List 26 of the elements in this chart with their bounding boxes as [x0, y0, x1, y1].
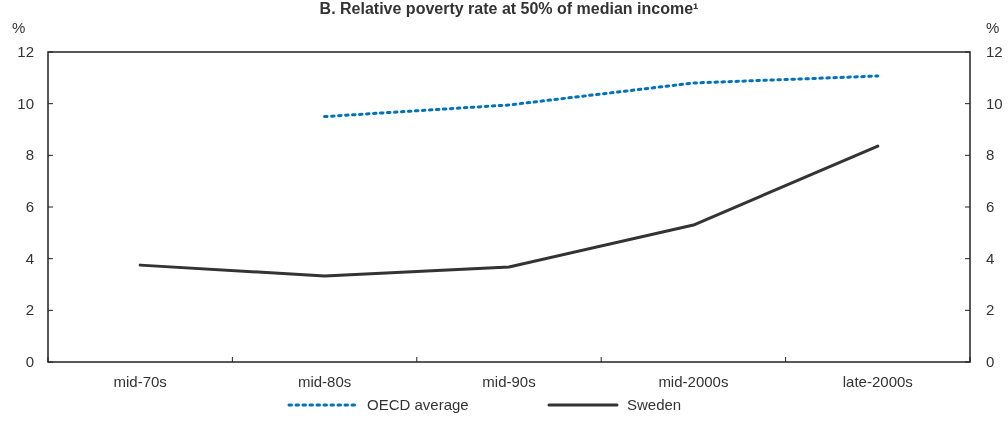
y2-tick-label: 8	[986, 146, 995, 164]
x-tick-label: mid-70s	[113, 373, 167, 390]
y-tick-label: 8	[25, 146, 34, 164]
line-series	[138, 144, 880, 278]
y-tick-label: 0	[25, 353, 34, 370]
legend-label: OECD average	[367, 396, 469, 413]
y2-tick-label: 12	[986, 43, 1003, 60]
y-tick-label: 2	[25, 301, 34, 319]
x-tick-label: mid-2000s	[658, 373, 729, 390]
y2-axis-title: %	[986, 19, 1000, 36]
line-series	[323, 74, 880, 119]
y2-tick-label: 0	[986, 353, 995, 370]
y-tick-label: 6	[25, 198, 34, 215]
legend-label: Sweden	[627, 396, 682, 413]
x-tick-label: mid-80s	[297, 373, 352, 390]
y2-tick-label: 4	[986, 249, 995, 267]
y2-tick-label: 2	[986, 301, 995, 319]
y-tick-label: 10	[17, 94, 34, 112]
y-tick-label: 4	[25, 249, 34, 267]
x-tick-label: late-2000s	[842, 373, 913, 390]
y2-tick-label: 10	[986, 94, 1003, 112]
y-axis-title: %	[12, 19, 26, 36]
chart-title: B. Relative poverty rate at 50% of median income¹	[319, 0, 699, 17]
y-tick-label: 12	[17, 43, 34, 60]
x-tick-label: mid-90s	[482, 373, 536, 390]
y2-tick-label: 6	[986, 198, 995, 215]
